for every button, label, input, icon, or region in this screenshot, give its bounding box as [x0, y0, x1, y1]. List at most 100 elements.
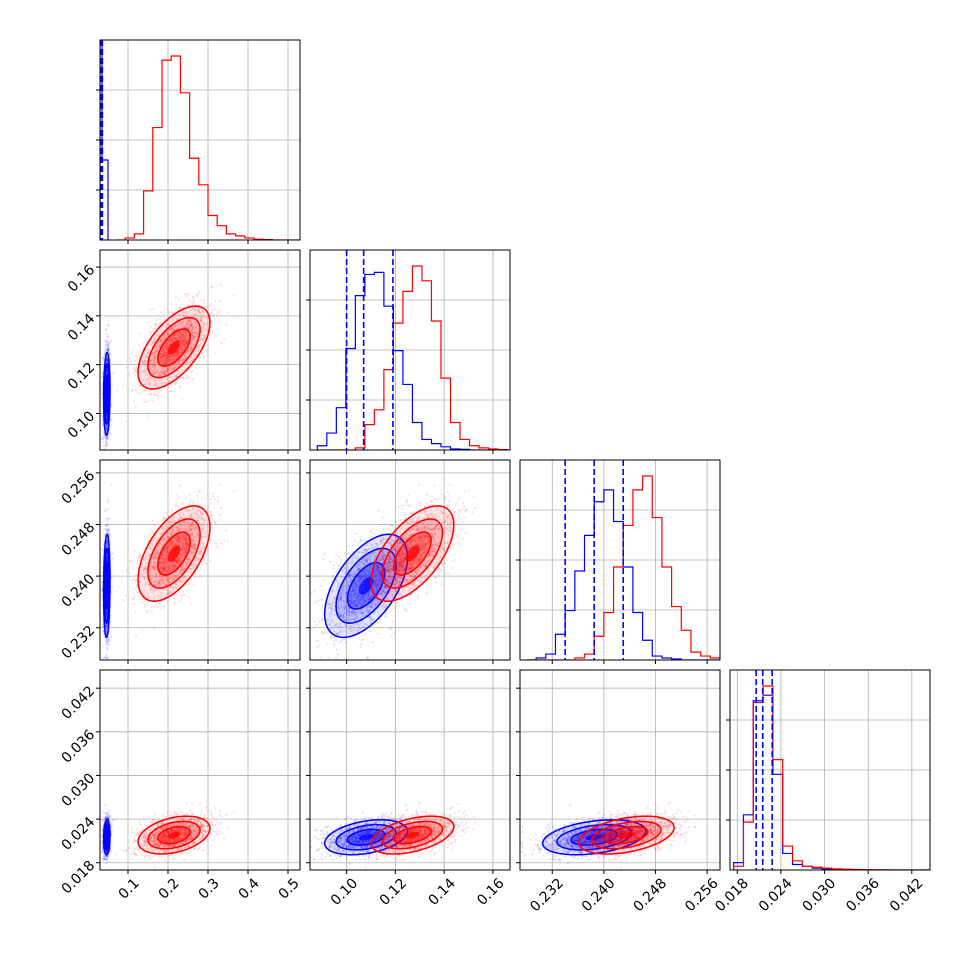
series-b-point [167, 328, 170, 331]
series-a-point [107, 639, 110, 642]
series-b-point [174, 353, 177, 356]
series-a-point [105, 528, 109, 531]
series-b-point [174, 338, 177, 341]
series-b-point [163, 371, 167, 374]
series-b-point [165, 372, 168, 375]
series-b-point [152, 365, 155, 368]
series-b-point [175, 318, 178, 321]
series-b-point [192, 299, 196, 302]
series-b-point [151, 373, 155, 376]
series-b-point [184, 528, 187, 531]
series-b-point [180, 339, 183, 342]
series-b-point [168, 323, 171, 326]
series-b-point [160, 353, 163, 357]
series-b-point [144, 389, 147, 392]
series-b-point [165, 358, 168, 361]
series-b-point [162, 578, 165, 581]
series-b-point [167, 333, 170, 336]
series-b-point [179, 316, 182, 319]
series-b-point [201, 309, 204, 312]
series-b-point [190, 359, 194, 362]
series-b-point [169, 521, 172, 525]
series-b-point [154, 383, 157, 386]
series-b-point [165, 553, 169, 556]
series-b-point [188, 319, 191, 322]
series-b-point [170, 340, 174, 344]
series-b-point [184, 339, 187, 342]
series-b-point [168, 358, 171, 361]
series-b-point [184, 337, 187, 340]
series-b-point [148, 382, 151, 385]
series-a-point [105, 357, 108, 360]
series-b-point [173, 586, 176, 589]
series-b-point [197, 309, 200, 312]
series-b-point [167, 345, 170, 348]
series-b-point [176, 352, 179, 356]
series-b-point [174, 362, 177, 365]
series-b-point [167, 356, 170, 359]
series-b-point [180, 535, 183, 538]
series-b-point [182, 339, 185, 342]
series-a-point [109, 622, 112, 625]
series-b-point [157, 390, 160, 394]
series-b-point [163, 372, 166, 375]
series-b-point [192, 327, 195, 330]
series-b-point [191, 337, 194, 340]
series-b-point [136, 566, 139, 569]
series-b-point [170, 339, 173, 342]
series-b-point [156, 342, 159, 345]
series-a-point [110, 339, 113, 342]
series-a-point [105, 544, 108, 548]
series-b-point [193, 331, 196, 334]
series-b-point [175, 381, 178, 384]
series-b-point [182, 358, 185, 361]
series-b-point [186, 323, 189, 326]
series-b-point [158, 371, 161, 374]
series-a-point [105, 426, 108, 429]
series-b-point [189, 347, 193, 350]
series-b-point [184, 326, 187, 329]
series-a-point [106, 531, 109, 534]
series-b-point [178, 352, 181, 356]
series-b-point [160, 348, 163, 352]
series-a-point [105, 426, 108, 429]
series-b-point [157, 330, 160, 333]
series-b-point [154, 371, 157, 375]
series-a-contour [102, 351, 111, 437]
series-b-point [153, 627, 156, 630]
series-b-point [167, 544, 170, 547]
series-b-point [167, 368, 170, 371]
series-b-point [138, 555, 141, 558]
series-b-point [215, 334, 218, 337]
series-b-point [150, 330, 153, 333]
series-b-point [179, 307, 182, 310]
series-b-point [182, 343, 185, 346]
series-b-point [124, 420, 127, 423]
series-b-point [157, 374, 160, 377]
series-b-point [181, 333, 185, 336]
series-b-point [180, 352, 183, 355]
series-b-point [180, 351, 183, 354]
series-b-point [192, 336, 195, 339]
series-b-point [202, 301, 205, 304]
series-b-point [182, 340, 185, 343]
series-b-point [149, 359, 152, 362]
series-b-point [184, 341, 188, 344]
series-b-point [165, 347, 169, 350]
series-b-point [188, 309, 191, 312]
series-b-point [177, 559, 180, 562]
series-b-point [183, 311, 187, 314]
series-b-point [148, 377, 151, 381]
series-b-point [167, 320, 170, 323]
series-b-point [143, 357, 146, 360]
series-a-point [105, 653, 108, 656]
series-b-point [161, 389, 164, 392]
series-b-point [133, 371, 136, 374]
series-b-point [178, 333, 181, 336]
series-b-point [196, 333, 199, 336]
series-b-point [148, 382, 151, 385]
series-b-point [183, 345, 186, 348]
series-a-point [106, 436, 109, 440]
series-b-point [173, 366, 176, 369]
series-b-point [197, 292, 200, 295]
